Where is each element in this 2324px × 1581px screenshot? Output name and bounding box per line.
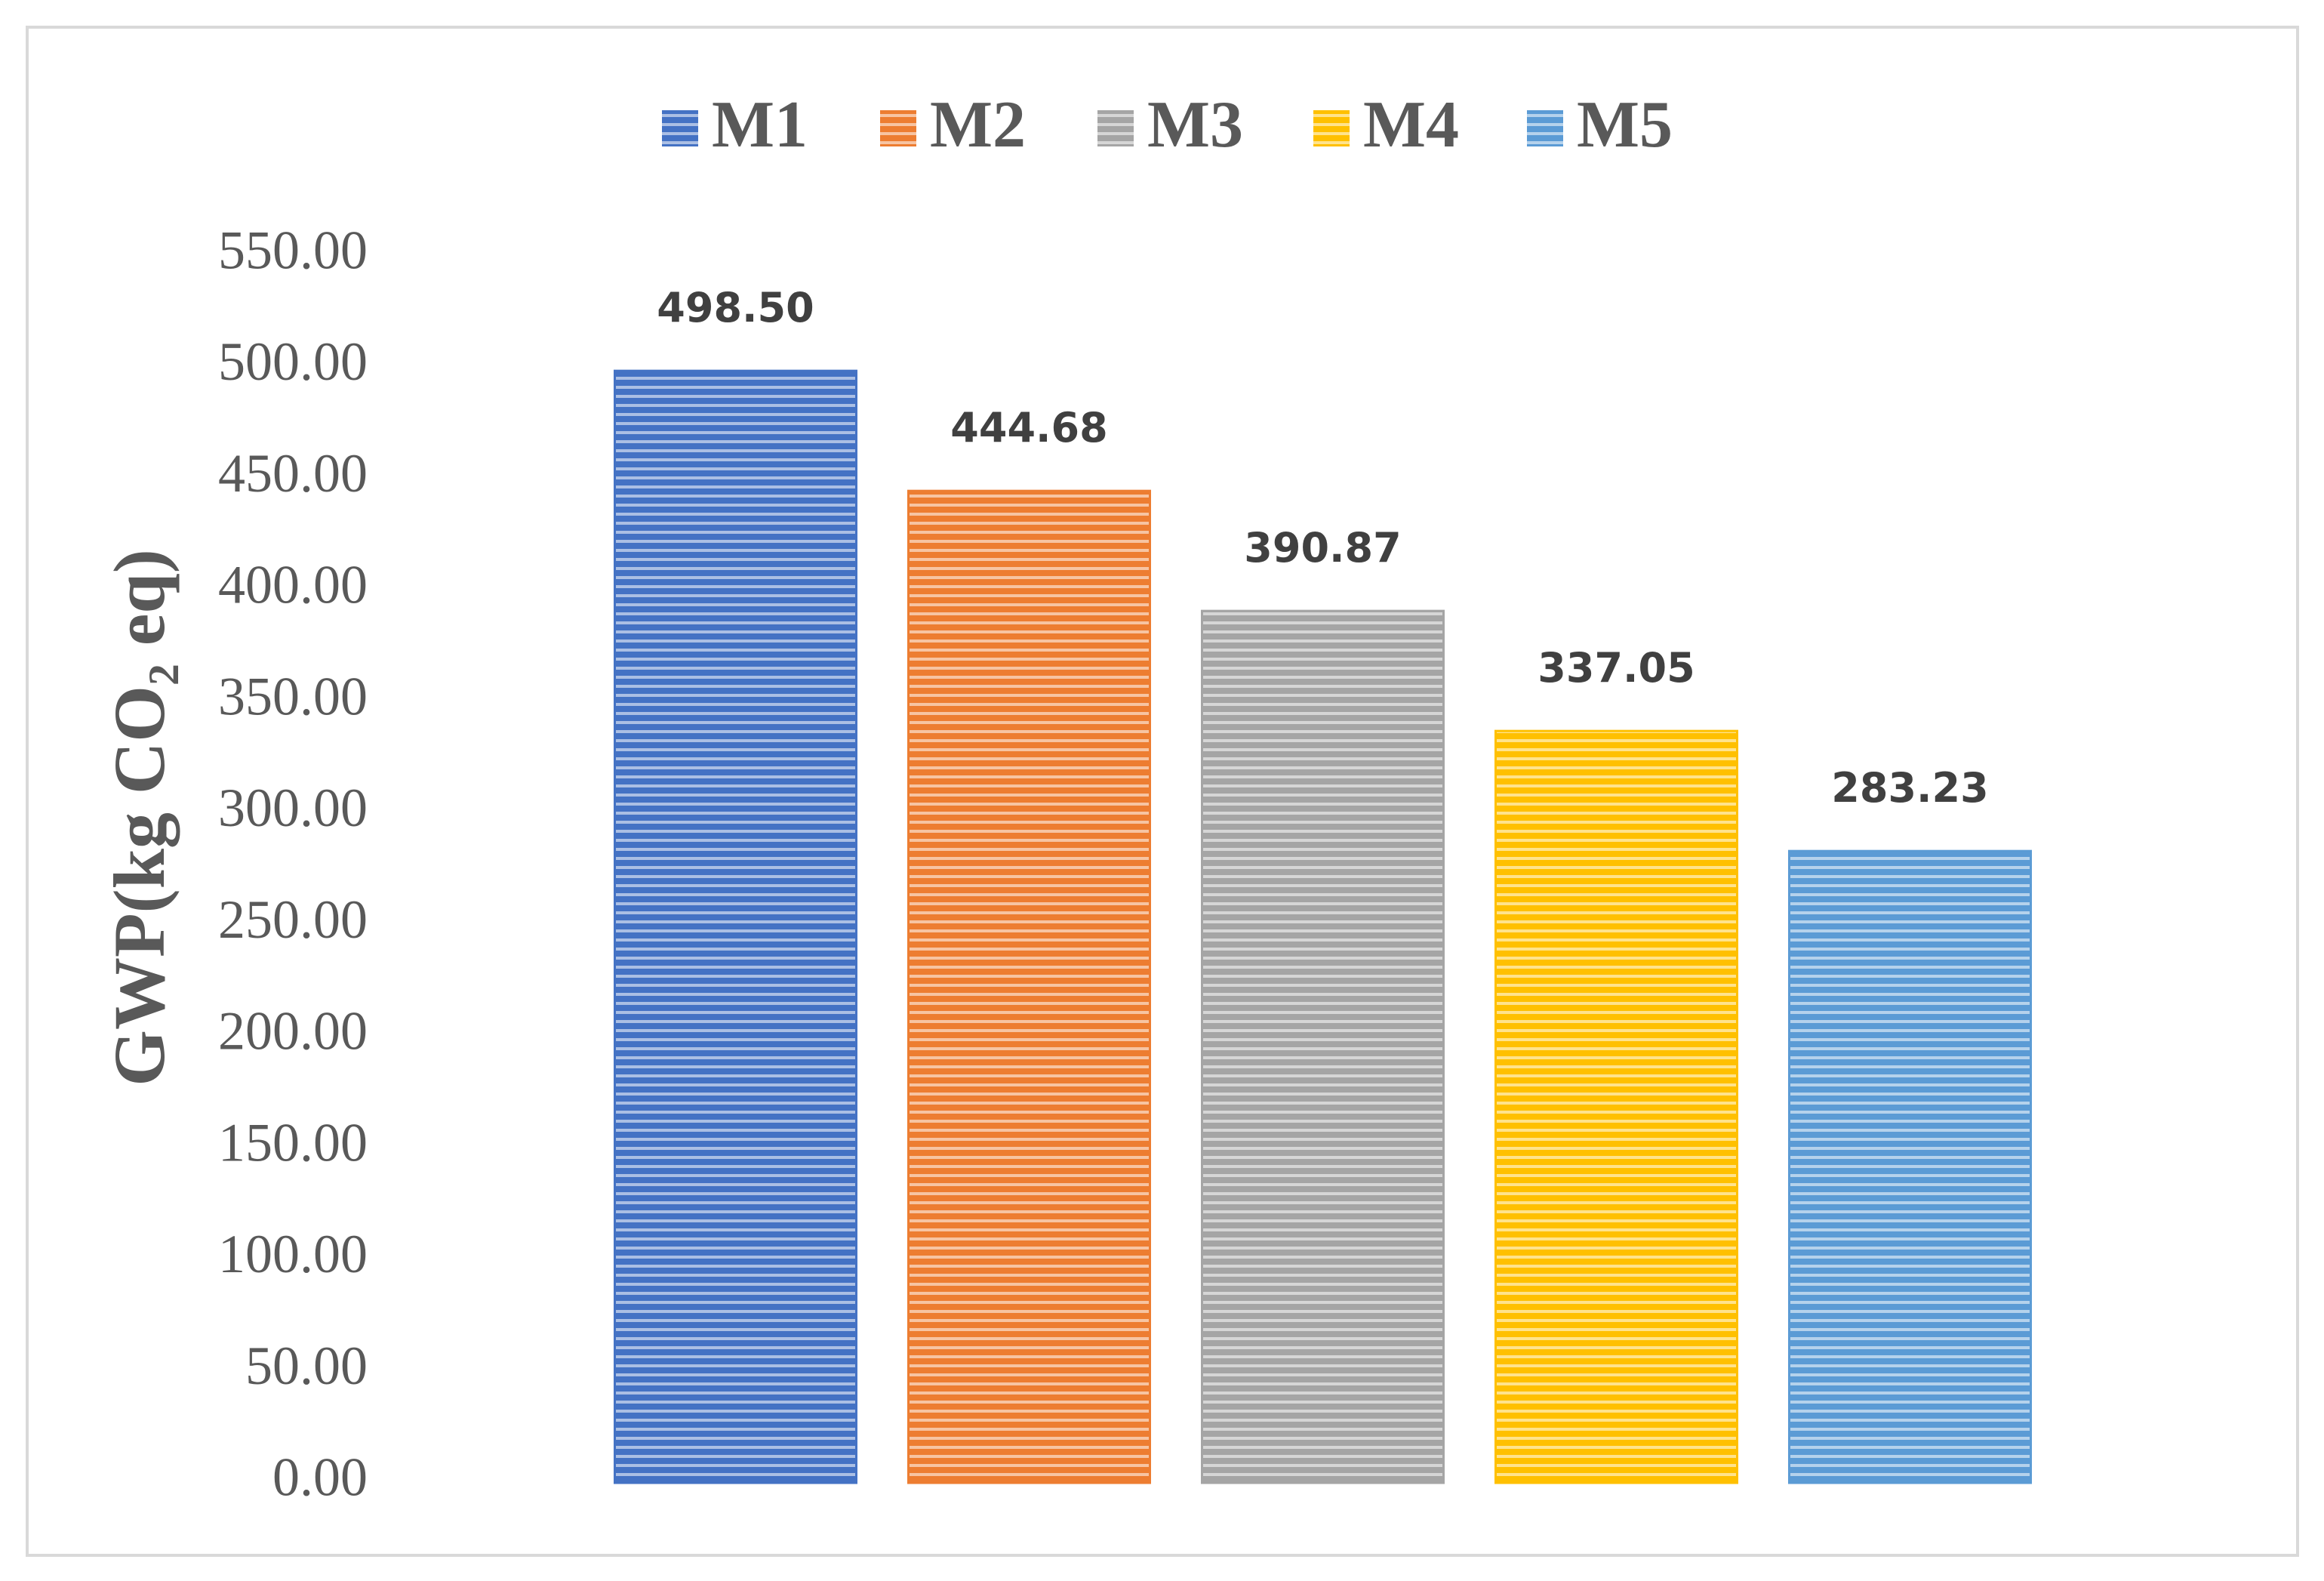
legend-swatch [662,110,698,146]
legend-swatch [1527,110,1563,146]
y-tick-label: 0.00 [272,1447,368,1508]
y-tick-label: 450.00 [218,443,368,504]
legend-label: M2 [930,88,1026,162]
bar [614,369,857,1484]
legend-label: M5 [1577,88,1673,162]
y-tick-label: 200.00 [218,1001,368,1062]
y-tick-label: 100.00 [218,1224,368,1284]
y-tick-label: 500.00 [218,331,368,392]
y-tick-label: 50.00 [245,1336,368,1396]
bar [1788,849,2032,1484]
y-tick-label: 400.00 [218,555,368,615]
legend-label: M3 [1147,88,1243,162]
data-label: 283.23 [1831,764,1988,812]
data-label: 337.05 [1538,644,1695,692]
bar [1201,609,1445,1484]
legend-swatch [1097,110,1134,146]
legend-label: M4 [1363,88,1459,162]
y-tick-label: 300.00 [218,778,368,838]
y-tick-label: 350.00 [218,666,368,726]
legend-label: M1 [712,88,808,162]
y-tick-label: 250.00 [218,889,368,950]
legend-swatch [880,110,916,146]
bar [1494,729,1738,1484]
data-label: 444.68 [950,404,1107,451]
y-axis-label: GWP(kg CO₂ eq) [99,549,180,1086]
legend-swatch [1313,110,1350,146]
data-label: 498.50 [657,284,814,331]
y-tick-label: 150.00 [218,1112,368,1173]
data-label: 390.87 [1244,524,1401,572]
y-tick-label: 550.00 [218,220,368,281]
bar [907,489,1151,1484]
